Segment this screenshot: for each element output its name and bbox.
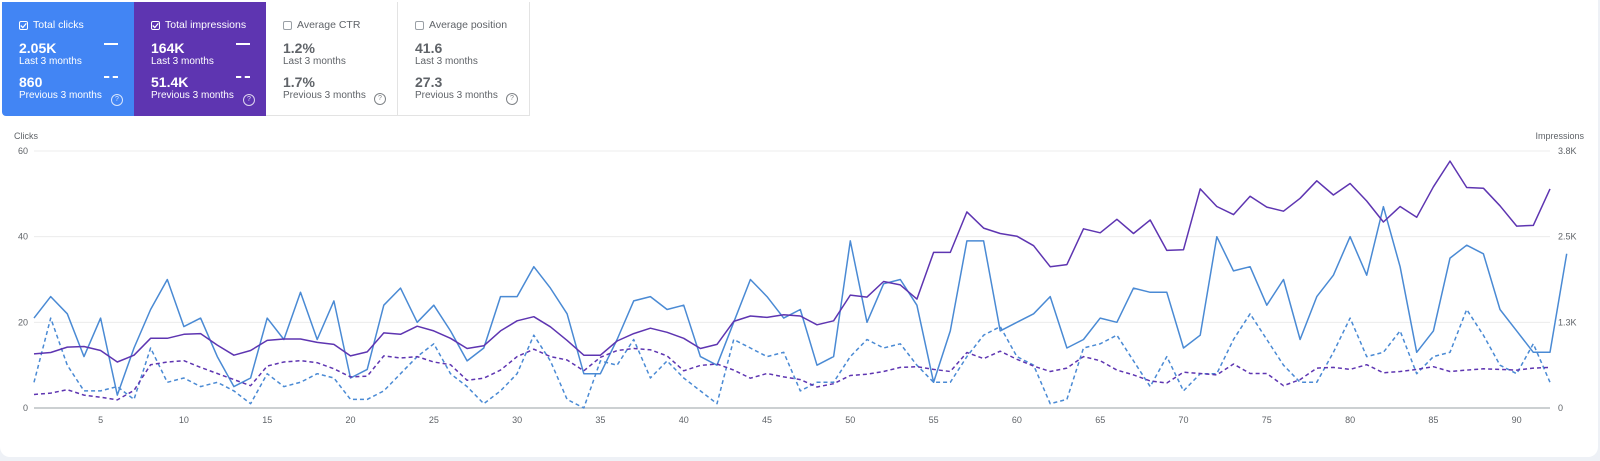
- metric-label: Total impressions: [165, 19, 247, 31]
- metric-prev-value: 51.4K: [151, 74, 189, 90]
- left-tick-label: 60: [18, 146, 28, 156]
- right-axis-title: Impressions: [1535, 131, 1584, 141]
- average-ctr-card[interactable]: Average CTR 1.2% Last 3 months 1.7% Prev…: [266, 2, 398, 116]
- x-axis-ticks: 5 10 15 20 25 30 35 40 45 50 55 60 65 70 75 80 85 90: [98, 415, 1522, 425]
- solid-line-legend-icon: [236, 43, 250, 45]
- left-tick-label: 40: [18, 232, 28, 242]
- right-tick-label: 1.3K: [1558, 317, 1577, 327]
- metric-label: Average position: [429, 19, 508, 31]
- total-clicks-toggle: Total clicks: [19, 18, 134, 32]
- metric-cards: Total clicks 2.05K Last 3 months 860 Pre…: [2, 2, 530, 116]
- performance-chart[interactable]: Clicks Impressions 0 20 40 60 0 1.3K 2.5K 3.8K…: [0, 128, 1598, 428]
- x-tick-label: 10: [179, 415, 189, 425]
- x-tick-label: 65: [1095, 415, 1105, 425]
- x-tick-label: 90: [1512, 415, 1522, 425]
- x-tick-label: 5: [98, 415, 103, 425]
- help-circle-icon[interactable]: ?: [506, 93, 518, 105]
- x-tick-label: 80: [1345, 415, 1355, 425]
- x-tick-label: 20: [346, 415, 356, 425]
- metric-label: Average CTR: [297, 19, 361, 31]
- total-impressions-toggle: Total impressions: [151, 18, 266, 32]
- x-tick-label: 30: [512, 415, 522, 425]
- dashed-line-legend-icon: [104, 76, 118, 78]
- average-ctr-toggle: Average CTR: [283, 18, 397, 32]
- metric-prev-period: Previous 3 months: [415, 90, 498, 101]
- metric-value: 41.6: [415, 40, 443, 56]
- right-axis-ticks: 0 1.3K 2.5K 3.8K: [1558, 146, 1577, 413]
- average-position-toggle: Average position: [415, 18, 529, 32]
- metric-prev-period: Previous 3 months: [151, 90, 234, 101]
- checkbox-unchecked-icon[interactable]: [415, 20, 424, 30]
- left-tick-label: 0: [23, 403, 28, 413]
- help-circle-icon[interactable]: ?: [111, 94, 123, 106]
- left-axis-title: Clicks: [14, 131, 38, 141]
- total-impressions-card[interactable]: Total impressions 164K Last 3 months 51.…: [134, 2, 266, 116]
- chart-gridlines: [34, 150, 1550, 409]
- clicks-solid-series-line: [33, 205, 1568, 396]
- x-tick-label: 70: [1178, 415, 1188, 425]
- checkbox-unchecked-icon[interactable]: [283, 20, 292, 30]
- metric-period: Last 3 months: [19, 56, 82, 67]
- metric-value: 1.2%: [283, 40, 315, 56]
- impressions-dashed-series-line: [33, 347, 1551, 401]
- left-tick-label: 20: [18, 317, 28, 327]
- help-circle-icon[interactable]: ?: [374, 93, 386, 105]
- x-tick-label: 60: [1012, 415, 1022, 425]
- metric-prev-period: Previous 3 months: [283, 90, 366, 101]
- right-tick-label: 2.5K: [1558, 232, 1577, 242]
- metric-period: Last 3 months: [283, 56, 346, 67]
- metric-label: Total clicks: [33, 19, 84, 31]
- x-tick-label: 40: [679, 415, 689, 425]
- metric-value: 164K: [151, 40, 185, 56]
- x-tick-label: 35: [595, 415, 605, 425]
- metric-prev-value: 1.7%: [283, 74, 315, 90]
- average-position-card[interactable]: Average position 41.6 Last 3 months 27.3…: [398, 2, 530, 116]
- x-tick-label: 45: [762, 415, 772, 425]
- checkbox-checked-icon[interactable]: [151, 20, 160, 30]
- right-tick-label: 0: [1558, 403, 1563, 413]
- x-tick-label: 55: [929, 415, 939, 425]
- x-tick-label: 85: [1428, 415, 1438, 425]
- chart-series: [33, 160, 1568, 409]
- clicks-dashed-series-line: [33, 308, 1551, 409]
- total-clicks-card[interactable]: Total clicks 2.05K Last 3 months 860 Pre…: [2, 2, 134, 116]
- x-tick-label: 25: [429, 415, 439, 425]
- x-tick-label: 50: [845, 415, 855, 425]
- metric-prev-value: 27.3: [415, 74, 443, 90]
- help-circle-icon[interactable]: ?: [243, 94, 255, 106]
- x-tick-label: 75: [1262, 415, 1272, 425]
- metric-period: Last 3 months: [415, 56, 478, 67]
- solid-line-legend-icon: [104, 43, 118, 45]
- checkbox-checked-icon[interactable]: [19, 20, 28, 30]
- x-tick-label: 15: [262, 415, 272, 425]
- right-tick-label: 3.8K: [1558, 146, 1577, 156]
- dashed-line-legend-icon: [236, 76, 250, 78]
- impressions-solid-series-line: [33, 160, 1551, 363]
- left-axis-ticks: 0 20 40 60: [18, 146, 28, 413]
- metric-value: 2.05K: [19, 40, 57, 56]
- metric-period: Last 3 months: [151, 56, 214, 67]
- metric-prev-value: 860: [19, 74, 43, 90]
- metric-prev-period: Previous 3 months: [19, 90, 102, 101]
